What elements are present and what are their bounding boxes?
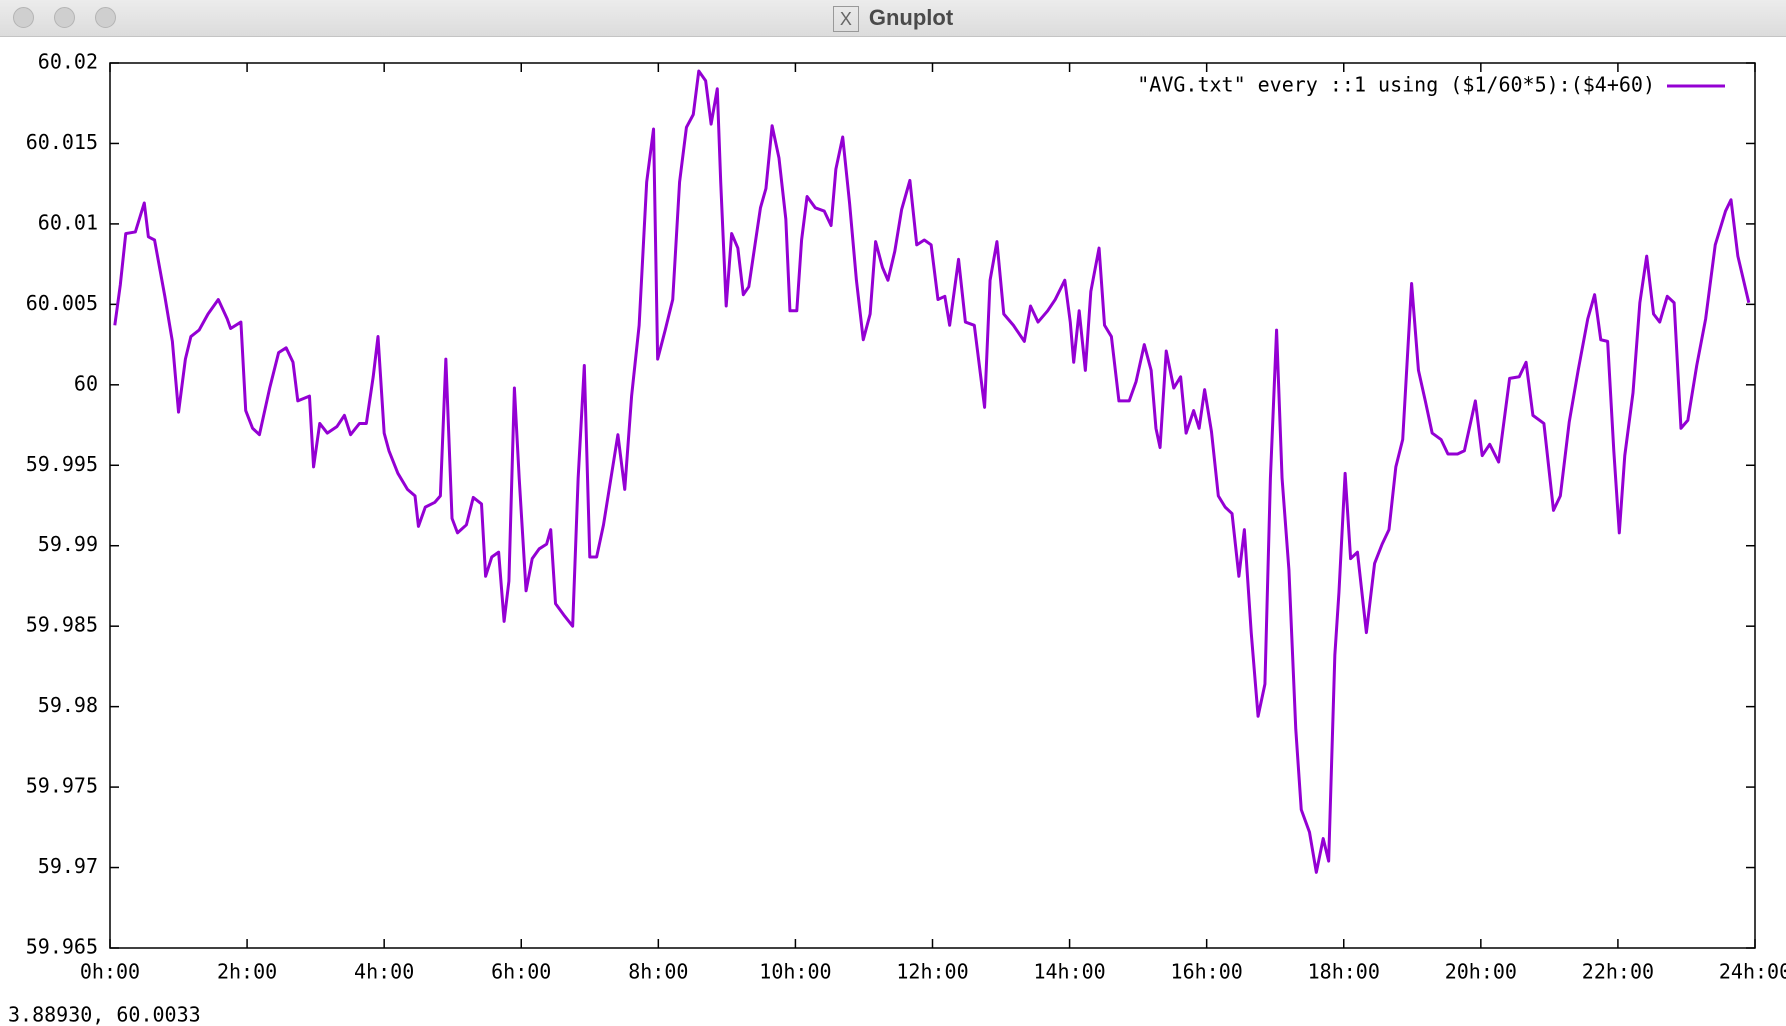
x-tick-label: 20h:00 bbox=[1445, 960, 1517, 984]
close-button[interactable] bbox=[13, 7, 34, 28]
minimize-button[interactable] bbox=[54, 7, 75, 28]
y-tick-label: 59.975 bbox=[26, 774, 98, 798]
x-tick-label: 24h:00 bbox=[1719, 960, 1786, 984]
x11-icon: X bbox=[832, 6, 859, 33]
data-line bbox=[113, 69, 1751, 874]
y-tick-label: 59.98 bbox=[38, 693, 98, 717]
legend-label: "AVG.txt" every ::1 using ($1/60*5):($4+… bbox=[1137, 73, 1655, 97]
title-bar: X Gnuplot bbox=[0, 0, 1786, 37]
window-title: Gnuplot bbox=[868, 5, 954, 30]
zoom-button[interactable] bbox=[95, 7, 116, 28]
x-tick-label: 14h:00 bbox=[1033, 960, 1105, 984]
y-tick-label: 60.01 bbox=[38, 210, 98, 234]
x-tick-label: 6h:00 bbox=[491, 960, 551, 984]
y-tick-label: 59.99 bbox=[38, 532, 98, 556]
y-tick-label: 60.02 bbox=[38, 50, 98, 74]
x-tick-label: 0h:00 bbox=[80, 960, 140, 984]
y-tick-label: 59.97 bbox=[38, 854, 98, 878]
y-tick-label: 60.015 bbox=[26, 130, 98, 154]
x-tick-label: 16h:00 bbox=[1171, 960, 1243, 984]
window-title-area: X Gnuplot bbox=[0, 0, 1786, 36]
plot-border bbox=[109, 62, 1756, 949]
x-tick-label: 4h:00 bbox=[354, 960, 414, 984]
y-tick-label: 59.995 bbox=[26, 452, 98, 476]
x-tick-label: 18h:00 bbox=[1308, 960, 1380, 984]
y-tick-label: 59.965 bbox=[26, 935, 98, 959]
x-tick-label: 10h:00 bbox=[759, 960, 831, 984]
x-tick-label: 12h:00 bbox=[896, 960, 968, 984]
x-tick-label: 2h:00 bbox=[217, 960, 277, 984]
x-tick-label: 8h:00 bbox=[628, 960, 688, 984]
status-text: 3.88930, 60.0033 bbox=[8, 1003, 201, 1026]
y-tick-label: 60 bbox=[74, 371, 98, 395]
y-tick-label: 59.985 bbox=[26, 613, 98, 637]
y-tick-label: 60.005 bbox=[26, 291, 98, 315]
x-tick-label: 22h:00 bbox=[1582, 960, 1654, 984]
